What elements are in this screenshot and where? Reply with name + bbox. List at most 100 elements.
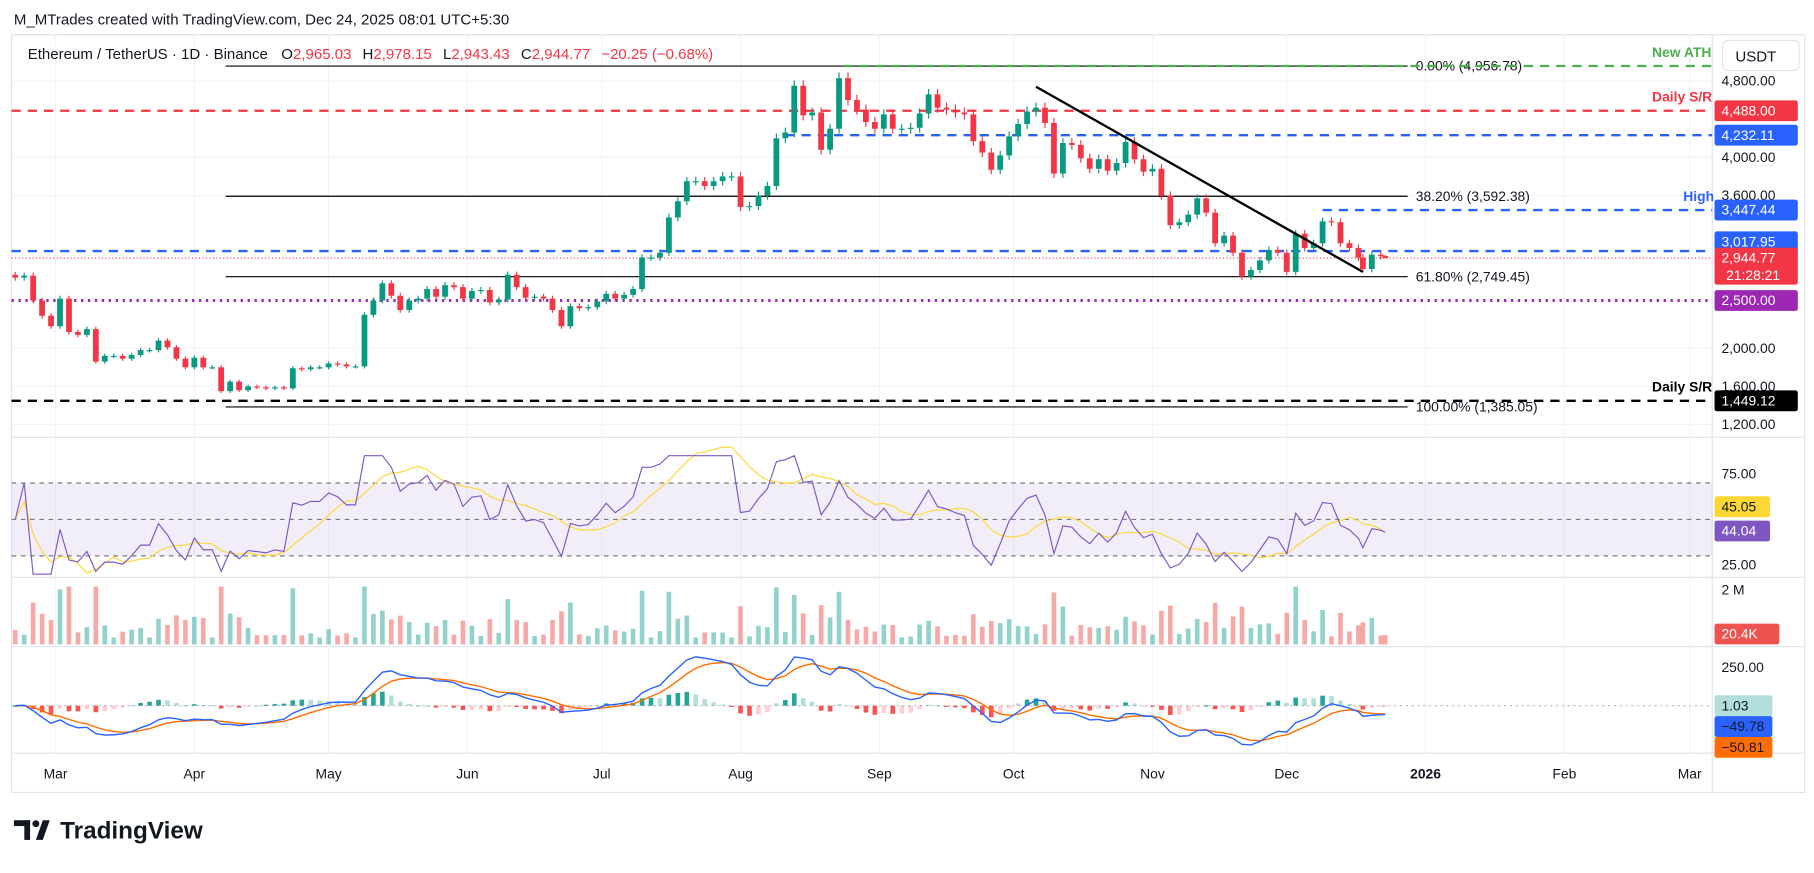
time-axis[interactable]: Mar Apr May Jun Jul Aug Sep Oct Nov Dec 2026 Feb Mar [44,766,1702,782]
volume-bar [174,615,179,645]
candle-body [66,298,72,333]
macd-histogram-bar [254,705,260,707]
macd-histogram-bar [1087,705,1093,711]
candles [12,72,1389,393]
macd-signal-value: −50.81 [1721,739,1764,755]
volume-bar [953,634,958,645]
volume-bar [1015,626,1021,645]
price-badge-text: 2,500.00 [1721,292,1775,308]
macd-histogram-bar [1248,705,1254,711]
price-tick: 4,000.00 [1721,149,1775,165]
candle [1203,194,1210,217]
candle-body [1248,269,1254,277]
trendline[interactable] [1035,85,1364,273]
macd-histogram-bar [353,704,358,706]
trendline-line[interactable] [1035,85,1364,273]
volume-bar [1105,626,1110,645]
volume-bar [979,626,985,645]
candle [907,122,914,134]
candle [39,297,45,319]
candle [567,303,574,329]
candle-body [1158,168,1165,196]
currency-button[interactable]: USDT [1722,39,1800,72]
macd-histogram-bar [1257,705,1263,707]
candle-body [773,138,780,186]
candle-body [621,294,628,299]
candle-body [746,206,753,208]
macd-histogram-bar [523,705,528,709]
candle-body [1328,221,1335,223]
candle [128,352,135,361]
candle-body [594,301,601,308]
rsi-ma-badge [1714,496,1771,518]
candle-body [1382,256,1389,259]
candle [1337,218,1344,247]
volume-bar [183,619,188,645]
candle [12,271,19,281]
volume-bar [1078,624,1084,645]
macd-histogram-bar [908,705,913,713]
volume-bar [514,620,519,645]
candle-body [1257,260,1263,270]
macd-histogram-bar [648,697,654,706]
candle-body [433,289,439,297]
volume-bar [371,613,376,645]
candle [791,80,798,138]
volume-bar [854,629,860,645]
volume-bar [1132,621,1137,645]
candle [236,379,242,393]
candle [307,365,314,372]
candle [477,287,484,294]
candle [361,312,368,369]
macd-histogram-bar [1293,697,1299,706]
candle-body [710,181,717,186]
price-badge [1714,199,1798,221]
candle-body [128,354,135,359]
macd-histogram-bar [988,705,994,718]
candle-body [1310,243,1317,249]
volume-bar [218,586,224,645]
horizontal-levels[interactable]: New ATH Daily S/R High Daily S/R [11,44,1715,402]
candle-body [603,293,610,302]
time-tick: Oct [1003,766,1025,782]
price-axis[interactable]: 4,800.00 4,000.00 3,600.00 2,000.00 1,600.00… [1721,73,1775,676]
candle [889,109,896,134]
candle [379,280,386,304]
candle-body [1024,111,1030,124]
candle [469,287,475,302]
price-badge-text: 2,944.77 [1721,250,1775,266]
candle [836,72,842,134]
macd-histogram-bar [1096,705,1102,709]
volume-bar [84,627,90,645]
candle-body [692,181,699,183]
macd-histogram-bar [971,705,976,713]
candle-body [1140,159,1147,172]
volume-bar [774,587,779,645]
volume-bar [1329,636,1334,645]
candle-body [898,128,905,130]
macd-histogram-bar [93,705,99,713]
volume-bar [93,586,99,645]
tradingview-logo[interactable]: TradingView [13,818,203,845]
candle-body [1149,168,1156,172]
candle [164,338,171,350]
candle-body [1346,243,1353,249]
macd-histogram-bar [577,705,582,709]
candle-body [1086,158,1093,169]
price-badge-text: 4,488.00 [1721,102,1775,118]
macd-histogram-bar [675,692,681,706]
candle [1221,231,1227,247]
candle [370,297,377,318]
volume-bar [406,622,412,645]
fibonacci-retracement[interactable]: 0.00% (4,956.78) 38.20% (3,592.38) 61.80% … [225,58,1538,415]
macd-histogram-bar [1275,700,1281,706]
candle [218,365,225,393]
candle [961,107,968,120]
volume-bar [1123,616,1128,645]
macd-histogram-bar [774,703,779,706]
candle [764,181,771,200]
candle-body [1292,233,1299,272]
candle-body [809,112,816,116]
volume-bar [433,626,439,645]
